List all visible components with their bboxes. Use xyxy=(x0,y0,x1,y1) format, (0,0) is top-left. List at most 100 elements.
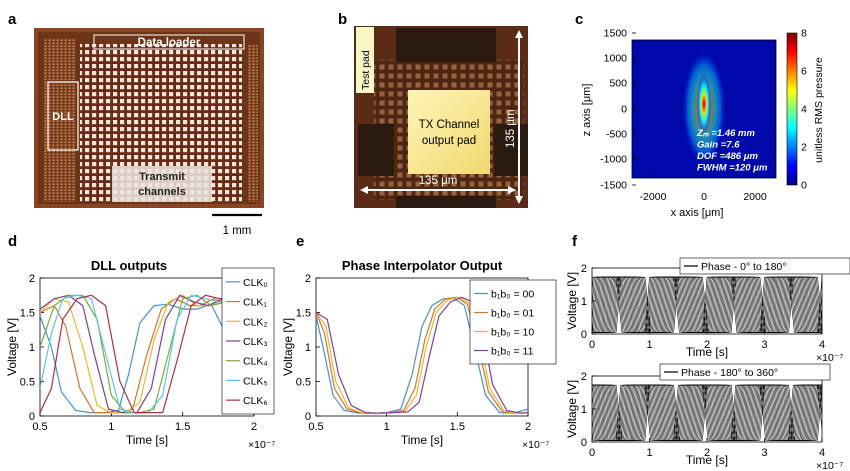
c-ytick-label: -500 xyxy=(606,129,627,141)
c-xtick-label: 0 xyxy=(701,191,707,203)
legend-label: CLK₄ xyxy=(243,356,268,368)
c-xtick-label: 2000 xyxy=(743,191,767,203)
ytick-label: 2 xyxy=(29,273,35,285)
legend-label: Phase - 0° to 180° xyxy=(701,261,786,273)
c-ytick-label: 0 xyxy=(621,104,627,116)
legend-label: CLK₅ xyxy=(243,375,268,387)
transmit-label-2: channels xyxy=(138,186,186,198)
width-label: 135 µm xyxy=(419,175,458,187)
series-line xyxy=(316,298,528,414)
ytick-label: 0 xyxy=(581,437,587,449)
xlabel: Time [s] xyxy=(401,433,443,447)
series-trace xyxy=(592,276,822,333)
c-annotation: DOF =486 μm xyxy=(697,151,758,162)
series-line xyxy=(40,294,254,414)
ylabel: Voltage [V] xyxy=(5,318,19,376)
plot-f2: 0 1 2 0 1 2 3 4×10⁻⁷ Time [s] Voltage [V] Phase - … xyxy=(565,363,843,471)
legend-label: b₁b₀ = 01 xyxy=(491,308,534,320)
transmit-label-1: Transmit xyxy=(139,171,185,183)
panel-a-letter: a xyxy=(8,11,17,28)
colorbar-tick-label: 4 xyxy=(801,104,807,116)
panel-c-letter: c xyxy=(575,11,583,28)
legend-label: CLK₃ xyxy=(243,336,268,348)
x-exponent: ×10⁻⁷ xyxy=(248,439,275,451)
legend-label: CLK₂ xyxy=(243,316,268,328)
data-loader-label: Data loader xyxy=(138,37,201,49)
ytick-label: 1 xyxy=(305,342,311,354)
xtick-label: 0.5 xyxy=(308,421,323,433)
xtick-label: 1 xyxy=(646,447,652,459)
c-xlabel: x axis [μm] xyxy=(671,207,724,219)
c-annotation: Gain =7.6 xyxy=(697,140,740,151)
xtick-label: 4 xyxy=(819,339,825,351)
xtick-label: 1.5 xyxy=(450,421,465,433)
x-exponent: ×10⁻⁷ xyxy=(816,460,843,471)
xtick-label: 0 xyxy=(589,447,595,459)
legend xyxy=(679,257,850,275)
ytick-label: 0 xyxy=(305,411,311,423)
ytick-label: 0 xyxy=(29,411,35,423)
height-label: 135 µm xyxy=(505,109,517,148)
ytick-label: 0.5 xyxy=(296,377,311,389)
c-ytick-label: 1000 xyxy=(604,53,628,65)
panel-f-letter: f xyxy=(572,233,578,250)
test-pad xyxy=(356,27,374,93)
series-trace xyxy=(592,384,822,441)
c-xtick-label: -2000 xyxy=(640,191,667,203)
test-pad-label: Test pad xyxy=(360,50,372,90)
legend xyxy=(659,363,831,381)
ylabel: Voltage [V] xyxy=(281,318,295,376)
scale-bar-label: 1 mm xyxy=(223,225,252,237)
ytick-label: 0.5 xyxy=(20,377,35,389)
panel-d-letter: d xyxy=(8,233,17,250)
xtick-label: 2 xyxy=(525,421,531,433)
c-ytick-label: -1500 xyxy=(600,180,627,192)
series-line xyxy=(316,296,528,414)
ytick-label: 1 xyxy=(581,296,587,308)
xtick-label: 1 xyxy=(384,421,390,433)
x-exponent: ×10⁻⁷ xyxy=(522,439,549,451)
xtick-label: 3 xyxy=(761,447,767,459)
c-annotation: Zₘ =1.46 mm xyxy=(696,128,755,139)
xtick-label: 1.5 xyxy=(175,421,190,433)
colorbar-tick-label: 2 xyxy=(801,142,807,154)
plot-title: DLL outputs xyxy=(91,258,167,273)
output-pad xyxy=(408,90,490,174)
ytick-label: 2 xyxy=(581,371,587,383)
xtick-label: 4 xyxy=(819,447,825,459)
series-line xyxy=(316,296,528,414)
legend-label: CLK₁ xyxy=(243,297,267,309)
dll-box xyxy=(47,81,79,151)
colorbar-label: unitless RMS pressure xyxy=(813,57,825,163)
plot-title: Phase Interpolator Output xyxy=(342,258,503,273)
x-exponent: ×10⁻⁷ xyxy=(816,352,843,364)
ytick-label: 2 xyxy=(305,273,311,285)
c-annotation: FWHM =120 μm xyxy=(697,163,768,174)
dll-label: DLL xyxy=(52,111,74,123)
xtick-label: 1 xyxy=(108,421,114,433)
xtick-label: 0.5 xyxy=(32,421,47,433)
panel-e-letter: e xyxy=(296,233,304,250)
xtick-label: 2 xyxy=(704,447,710,459)
focal-spot xyxy=(697,74,711,134)
dll-region xyxy=(44,38,76,202)
ytick-label: 2 xyxy=(581,263,587,275)
ytick-label: 1 xyxy=(29,342,35,354)
panel-b: b Test pad TX Channel output pad 135 µm … xyxy=(338,11,528,208)
panel-b-letter: b xyxy=(338,11,347,28)
colorbar-tick-label: 0 xyxy=(801,180,807,192)
c-ytick-label: -1000 xyxy=(600,154,627,166)
ytick-label: 0 xyxy=(581,329,587,341)
xtick-label: 2 xyxy=(704,339,710,351)
transmit-box xyxy=(112,166,212,202)
legend-label: b₁b₀ = 10 xyxy=(491,327,534,339)
legend-label: b₁b₀ = 11 xyxy=(491,346,534,358)
xtick-label: 1 xyxy=(646,339,652,351)
plot-f1: 0 1 2 0 1 2 3 4×10⁻⁷ Time [s] Voltage [V] Phase - … xyxy=(565,257,850,364)
colorbar-tick-label: 6 xyxy=(801,66,807,78)
ytick-label: 1.5 xyxy=(296,308,311,320)
